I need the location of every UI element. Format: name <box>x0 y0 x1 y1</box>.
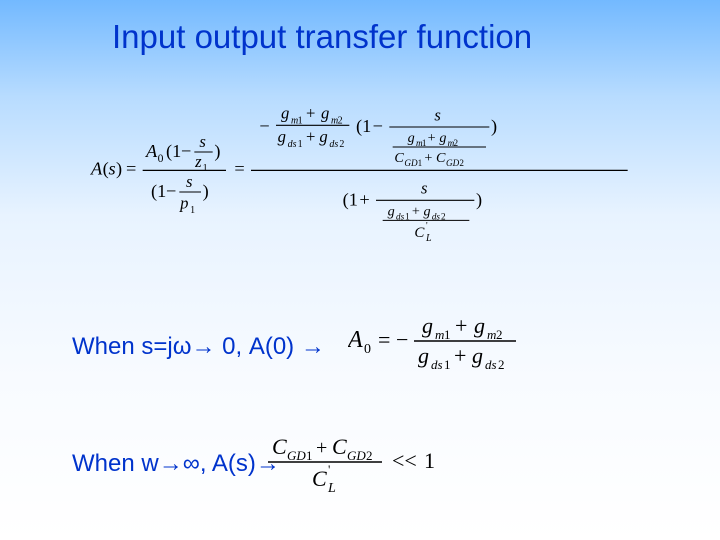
svg-text:−: − <box>259 116 269 136</box>
svg-text:ds: ds <box>288 139 297 150</box>
svg-text:C: C <box>436 150 446 166</box>
omega-symbol: ω <box>173 333 192 360</box>
svg-text:GD: GD <box>404 158 418 168</box>
svg-text:): ) <box>214 141 220 162</box>
svg-text:g: g <box>319 127 327 146</box>
svg-text:C: C <box>312 466 327 491</box>
svg-text:1: 1 <box>203 163 208 174</box>
svg-text:g: g <box>439 130 446 146</box>
svg-text:): ) <box>476 189 482 210</box>
svg-text:<<: << <box>392 448 417 473</box>
svg-text:1: 1 <box>306 448 313 463</box>
svg-text:): ) <box>116 159 122 180</box>
svg-text:z: z <box>194 152 202 171</box>
svg-text:2: 2 <box>496 327 503 342</box>
svg-text:ds: ds <box>485 357 497 372</box>
svg-text:C: C <box>332 434 347 459</box>
svg-text:s: s <box>421 179 427 198</box>
svg-text:p: p <box>179 194 188 213</box>
svg-text:': ' <box>426 221 428 231</box>
svg-text:−: − <box>373 116 383 136</box>
svg-text:+: + <box>316 437 327 459</box>
svg-text:g: g <box>408 130 415 146</box>
svg-text:1: 1 <box>190 205 195 216</box>
line1-prefix: When s=j <box>72 333 173 360</box>
svg-text:(1: (1 <box>343 189 358 210</box>
arrow-icon: → <box>159 450 183 477</box>
svg-text:): ) <box>491 116 497 137</box>
svg-text:2: 2 <box>459 158 464 168</box>
svg-text:+: + <box>424 150 432 166</box>
svg-text:−: − <box>396 327 408 352</box>
svg-text:GD: GD <box>446 158 460 168</box>
svg-text:2: 2 <box>339 139 344 150</box>
svg-text:A: A <box>348 327 363 353</box>
svg-text:−: − <box>166 181 176 201</box>
svg-text:g: g <box>472 343 483 368</box>
arrow-icon: → <box>191 333 215 360</box>
svg-text:L: L <box>327 481 336 494</box>
svg-text:A: A <box>145 141 158 161</box>
svg-text:+: + <box>306 104 315 123</box>
svg-text:s: s <box>199 132 205 151</box>
line1-cond: 0, A(0) <box>215 333 300 360</box>
svg-text:−: − <box>181 141 191 161</box>
svg-text:1: 1 <box>424 448 435 473</box>
svg-text:+: + <box>359 189 369 209</box>
svg-text:(1: (1 <box>166 141 181 162</box>
svg-text:': ' <box>328 462 330 477</box>
svg-text:+: + <box>306 127 315 146</box>
svg-text:s: s <box>109 159 116 179</box>
slide-title: Input output transfer function <box>112 18 532 56</box>
svg-text:0: 0 <box>158 152 164 165</box>
feedthrough-equation: C GD 1 + C GD 2 C ' L << 1 <box>266 428 486 494</box>
svg-text:s: s <box>186 172 192 191</box>
svg-text:g: g <box>422 313 433 338</box>
svg-text:1: 1 <box>444 327 451 342</box>
svg-text:=: = <box>378 327 390 352</box>
svg-text:A: A <box>90 159 103 179</box>
svg-text:(1: (1 <box>356 116 371 137</box>
svg-text:2: 2 <box>498 357 505 372</box>
svg-text:g: g <box>278 127 286 146</box>
svg-text:+: + <box>428 130 436 146</box>
svg-text:1: 1 <box>298 139 303 150</box>
svg-text:g: g <box>418 343 429 368</box>
svg-text:g: g <box>424 203 431 219</box>
svg-text:0: 0 <box>364 342 371 357</box>
svg-text:=: = <box>234 159 244 179</box>
svg-text:(1: (1 <box>151 181 166 202</box>
arrow-icon: → <box>301 333 325 360</box>
svg-text:m: m <box>435 327 444 342</box>
svg-text:C: C <box>414 225 425 241</box>
svg-text:GD: GD <box>347 448 366 463</box>
svg-text:+: + <box>455 313 467 338</box>
svg-text:1: 1 <box>444 357 451 372</box>
svg-text:1: 1 <box>418 158 423 168</box>
svg-text:ds: ds <box>329 139 338 150</box>
svg-text:=: = <box>126 159 136 179</box>
line2-cond: , A(s) <box>200 450 256 477</box>
svg-text:C: C <box>394 150 404 166</box>
svg-text:g: g <box>321 104 329 123</box>
svg-text:+: + <box>412 203 420 219</box>
svg-text:2: 2 <box>366 448 373 463</box>
svg-text:s: s <box>434 105 440 124</box>
svg-text:): ) <box>203 181 209 202</box>
svg-text:GD: GD <box>287 448 306 463</box>
svg-text:ds: ds <box>431 357 443 372</box>
svg-text:g: g <box>474 313 485 338</box>
svg-text:g: g <box>281 104 289 123</box>
case-s-to-zero-text: When s=jω→ 0, A(0) → <box>72 333 325 361</box>
a0-equation: A 0 = − g m 1 + g m 2 g ds 1 + g ds 2 <box>348 303 608 377</box>
svg-text:g: g <box>388 203 395 219</box>
infinity-symbol: ∞ <box>183 450 200 477</box>
svg-text:+: + <box>454 343 466 368</box>
line2-prefix: When w <box>72 450 159 477</box>
svg-text:C: C <box>272 434 287 459</box>
main-transfer-function-equation: A ( s ) = A 0 (1 − s z 1 ) (1 − s p 1 ) … <box>36 92 696 242</box>
case-w-to-infinity-text: When w→∞, A(s)→ <box>72 450 280 478</box>
svg-text:m: m <box>487 327 496 342</box>
svg-text:L: L <box>425 233 432 242</box>
